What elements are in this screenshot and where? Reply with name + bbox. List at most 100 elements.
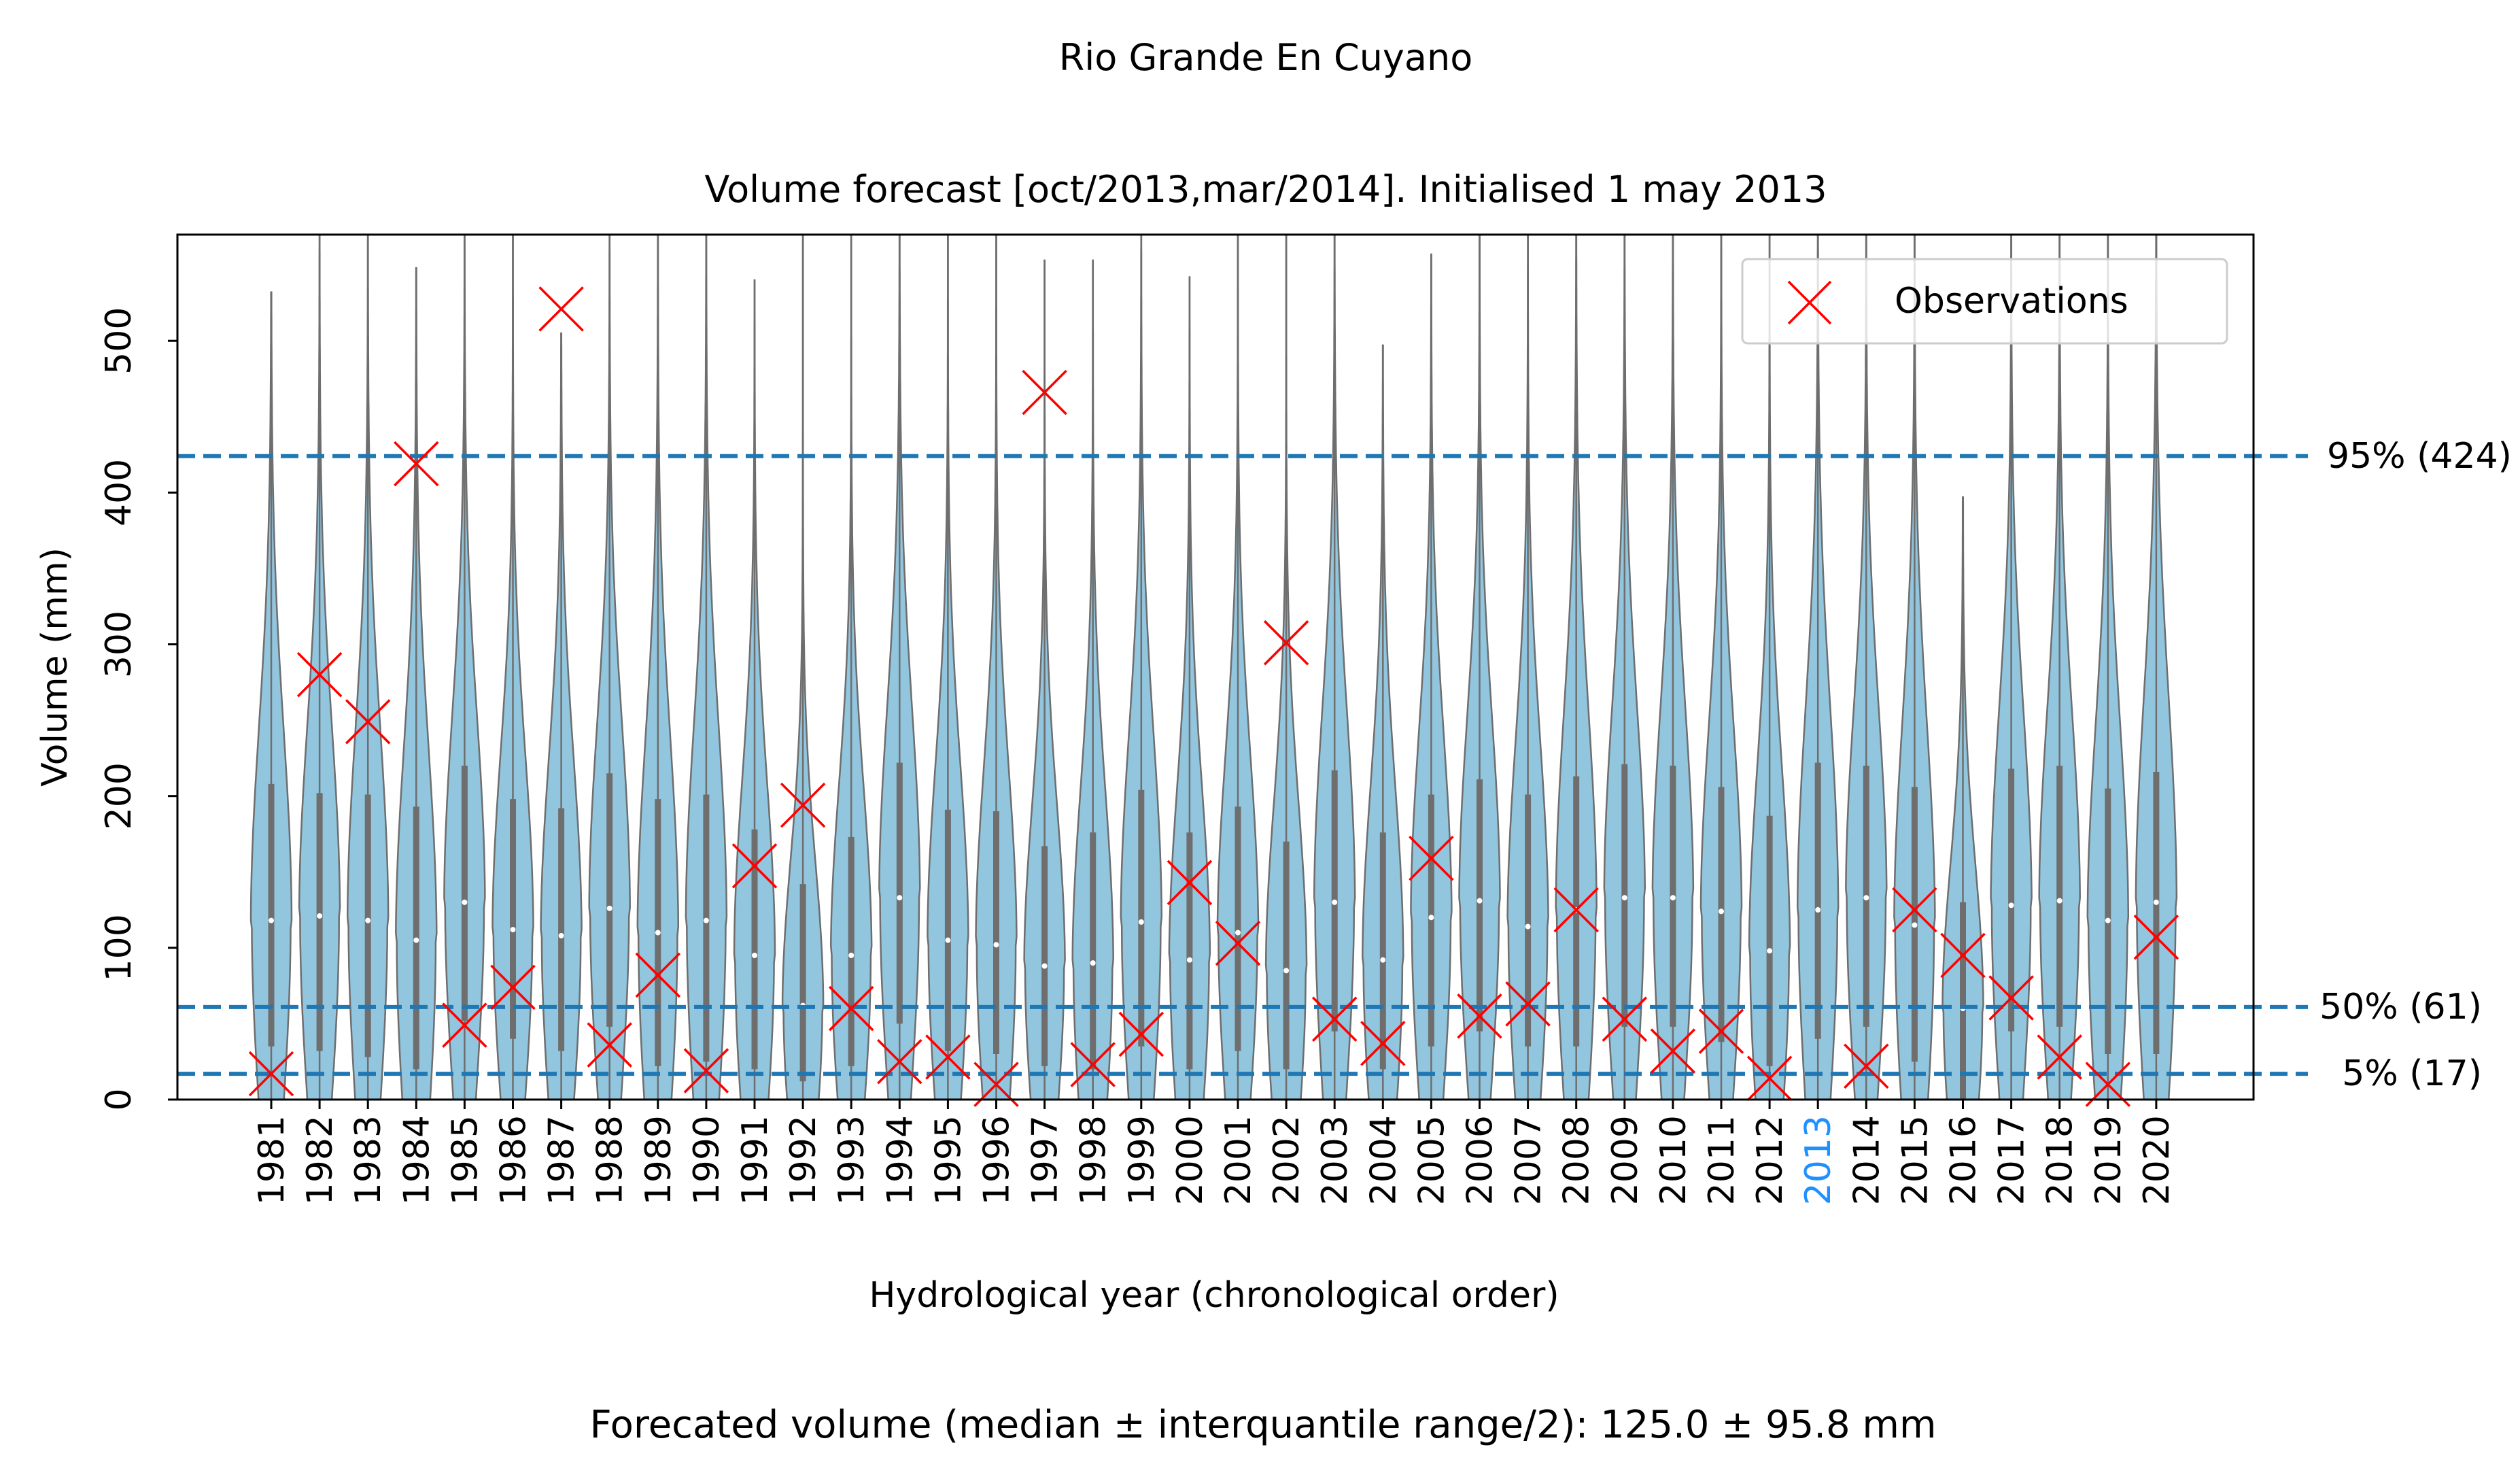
observation-marker	[2037, 1034, 2082, 1080]
x-tick-label: 1994	[880, 1115, 920, 1205]
observation-marker	[1118, 1011, 1164, 1057]
observation-marker	[731, 843, 778, 889]
observation-marker	[877, 1038, 922, 1085]
x-tick-label: 2012	[1750, 1115, 1791, 1205]
violin-median	[1719, 908, 1724, 915]
observation-marker	[1844, 1043, 1889, 1089]
observation-stroke	[1457, 993, 1502, 1039]
observation-stroke	[296, 651, 343, 698]
observation-marker	[1409, 835, 1454, 881]
x-axis-label: Hydrological year (chronological order)	[869, 1275, 1559, 1316]
x-tick-label: 1992	[783, 1115, 824, 1205]
observation-stroke	[1892, 887, 1937, 933]
x-tick-label: 2019	[2088, 1115, 2129, 1205]
x-tick-label: 2011	[1702, 1115, 1742, 1205]
x-tick-label: 2018	[2040, 1115, 2081, 1205]
observation-marker	[1988, 975, 2034, 1021]
y-tick-label: 100	[99, 914, 139, 981]
observation-stroke	[587, 1022, 632, 1068]
x-tick-label: 1996	[977, 1115, 1018, 1205]
observation-marker	[780, 782, 826, 828]
observation-stroke	[1409, 835, 1454, 881]
violin-median	[1621, 895, 1627, 901]
observation-stroke	[1988, 975, 2034, 1021]
observation-marker	[1505, 981, 1551, 1027]
observation-stroke	[1311, 996, 1358, 1042]
observation-marker	[345, 699, 391, 745]
observation-marker	[1070, 1042, 1116, 1087]
observation-stroke	[1070, 1042, 1116, 1087]
x-tick-label: 2009	[1605, 1115, 1646, 1205]
x-tick-label: 1989	[638, 1115, 679, 1205]
violin-median	[2153, 899, 2159, 905]
violin-median	[365, 917, 371, 923]
x-tick-label: 2003	[1315, 1115, 1356, 1205]
observation-marker	[248, 1051, 294, 1097]
observation-marker	[1553, 887, 1599, 933]
observation-marker	[442, 1002, 487, 1048]
plot-frame	[176, 233, 2255, 1101]
observation-stroke	[828, 985, 874, 1032]
x-tick-label: 2013	[1798, 1115, 1839, 1205]
observation-marker	[1311, 996, 1358, 1042]
violin-median	[317, 913, 323, 919]
observation-stroke	[248, 1051, 294, 1097]
observation-stroke	[1940, 932, 1986, 979]
violin-median	[2008, 902, 2014, 908]
x-tick-label: 2014	[1846, 1115, 1887, 1205]
violin-median	[1912, 922, 1918, 928]
violin-median	[2056, 898, 2062, 904]
chart-suptitle: Rio Grande En Cuyano	[1059, 36, 1473, 79]
violin-median	[1477, 898, 1483, 904]
legend-box	[1741, 258, 2228, 345]
observation-stroke	[1118, 1011, 1164, 1057]
observation-marker	[1746, 1055, 1793, 1101]
x-tick-label: 1985	[445, 1115, 485, 1205]
x-tick-label: 2008	[1557, 1115, 1598, 1205]
observation-stroke	[1553, 887, 1599, 933]
reference-line-labels: 95% (424) 50% (61) 5% (17)	[2319, 436, 2512, 1094]
observation-marker	[1457, 993, 1502, 1039]
observation-marker	[1360, 1021, 1406, 1066]
y-tick-label: 200	[99, 762, 139, 830]
violin-median	[1767, 948, 1773, 954]
violin-median	[1283, 968, 1290, 974]
observation-stroke	[1746, 1055, 1793, 1101]
x-tick-label: 2004	[1363, 1115, 1404, 1205]
violin-median	[655, 930, 661, 936]
y-tick-label: 0	[99, 1088, 139, 1110]
observation-marker	[1022, 369, 1067, 415]
observation-stroke	[925, 1034, 971, 1080]
x-tick-label: 1990	[687, 1115, 727, 1205]
x-tick-label: 1993	[831, 1115, 872, 1205]
observation-stroke	[442, 1002, 487, 1048]
observation-marker	[538, 286, 584, 332]
observation-marker	[925, 1034, 971, 1080]
observation-marker	[296, 651, 343, 698]
observation-marker	[1263, 620, 1309, 666]
x-tick-label: 2001	[1218, 1115, 1259, 1205]
x-tick-label: 1987	[542, 1115, 583, 1205]
violin-median	[1332, 899, 1338, 905]
observation-marker	[1650, 1028, 1696, 1074]
x-tick-label: 1997	[1025, 1115, 1066, 1205]
y-tick-label: 500	[99, 307, 139, 375]
legend-marker-observations	[1787, 280, 1832, 325]
violin-median	[269, 917, 274, 923]
observation-stroke	[1263, 620, 1309, 666]
observation-stroke	[2037, 1034, 2082, 1080]
x-tick-label: 2006	[1460, 1115, 1501, 1205]
reference-line-label: 5% (17)	[2342, 1053, 2482, 1094]
violin-median	[2105, 917, 2111, 923]
observation-stroke	[1650, 1028, 1696, 1074]
observation-stroke	[731, 843, 778, 889]
violin-median	[413, 937, 419, 943]
violin-median	[1428, 915, 1434, 921]
violin-median	[606, 905, 612, 911]
observation-marker	[1698, 1008, 1744, 1054]
x-tick-label: 2020	[2137, 1115, 2177, 1205]
violin-median	[1380, 957, 1386, 963]
y-axis-label: Volume (mm)	[35, 547, 75, 787]
x-tick-label: 1995	[928, 1115, 969, 1205]
